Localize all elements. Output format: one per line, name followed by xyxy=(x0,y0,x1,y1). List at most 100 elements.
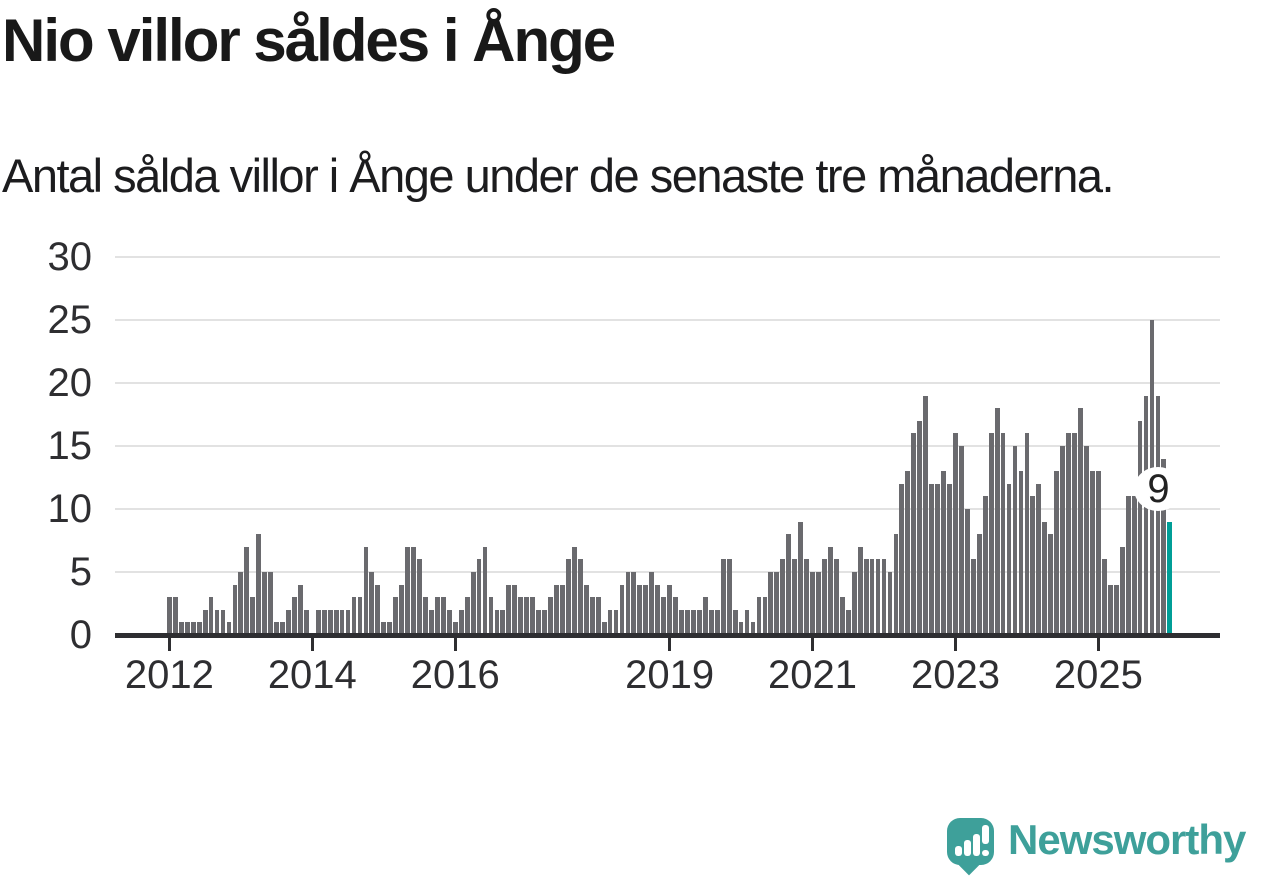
bar xyxy=(303,609,309,635)
bar xyxy=(792,559,798,635)
highlight-value-bubble xyxy=(1134,466,1183,511)
bar xyxy=(774,572,780,635)
gridline xyxy=(115,571,1220,573)
bar xyxy=(417,559,422,635)
bar xyxy=(935,483,940,635)
bar xyxy=(905,471,911,635)
bar xyxy=(226,622,232,635)
bar xyxy=(345,609,351,635)
bar xyxy=(947,483,952,635)
bar xyxy=(1143,395,1149,635)
bar xyxy=(530,597,536,635)
bar xyxy=(262,572,268,635)
bar xyxy=(405,546,410,635)
bar xyxy=(649,572,655,635)
bar xyxy=(274,622,279,635)
bar xyxy=(172,597,178,635)
bar xyxy=(506,584,512,635)
x-axis-tick xyxy=(167,637,171,651)
bar xyxy=(321,609,327,635)
bar xyxy=(982,496,988,635)
y-axis-label: 25 xyxy=(47,298,93,342)
bar xyxy=(667,584,673,635)
bar xyxy=(899,483,905,635)
bar xyxy=(732,609,738,635)
newsworthy-logo-icon xyxy=(947,818,994,876)
bar xyxy=(458,609,464,635)
bar xyxy=(411,546,416,635)
bar xyxy=(542,609,547,635)
bar xyxy=(232,584,238,635)
bar xyxy=(762,597,768,635)
bar xyxy=(565,559,571,635)
bar xyxy=(244,546,250,635)
x-axis-label: 2023 xyxy=(910,653,1000,697)
bar xyxy=(851,572,857,635)
x-axis-tick xyxy=(310,637,314,651)
bar xyxy=(280,622,285,635)
x-axis-line xyxy=(115,633,1220,638)
bar xyxy=(959,446,964,635)
bar xyxy=(1012,446,1018,635)
bar xyxy=(238,572,244,635)
bar xyxy=(202,609,208,635)
bar xyxy=(857,546,863,635)
bar xyxy=(393,597,399,635)
bar xyxy=(964,509,970,635)
bar xyxy=(911,433,917,635)
bar xyxy=(524,597,530,635)
bar xyxy=(381,622,387,635)
bar xyxy=(1036,483,1042,635)
bar xyxy=(196,622,202,635)
bar xyxy=(601,622,607,635)
bar xyxy=(1030,496,1036,635)
bar xyxy=(887,572,893,635)
bar xyxy=(720,559,726,635)
bar xyxy=(708,609,714,635)
bar xyxy=(512,584,518,635)
bar xyxy=(833,559,839,635)
bar xyxy=(691,609,696,635)
bar xyxy=(631,572,637,635)
bar xyxy=(494,609,500,635)
bar xyxy=(810,572,815,635)
bar xyxy=(292,597,297,635)
bar xyxy=(1060,446,1066,635)
bar xyxy=(941,471,946,635)
x-axis-tick xyxy=(1096,637,1100,651)
bar xyxy=(482,546,488,635)
bar xyxy=(1066,433,1071,635)
bar xyxy=(750,622,756,635)
bar xyxy=(399,584,405,635)
bar xyxy=(863,559,869,635)
bar xyxy=(953,433,958,635)
bar xyxy=(577,559,583,635)
bar xyxy=(554,584,559,635)
bar xyxy=(446,609,452,635)
bar xyxy=(351,597,357,635)
x-axis-tick xyxy=(953,637,957,651)
x-axis-label: 2025 xyxy=(1053,653,1143,697)
bar xyxy=(488,597,494,635)
gridline xyxy=(115,445,1220,447)
bar xyxy=(298,584,303,635)
bar xyxy=(994,408,1000,635)
bar xyxy=(595,597,601,635)
bar xyxy=(607,609,613,635)
bar xyxy=(1048,534,1054,635)
bar xyxy=(178,622,184,635)
bar xyxy=(500,609,506,635)
bar xyxy=(190,622,196,635)
bar xyxy=(423,597,428,635)
bar xyxy=(518,597,524,635)
bar xyxy=(1125,496,1131,635)
bar xyxy=(839,597,845,635)
bar xyxy=(476,559,482,635)
bar xyxy=(744,609,750,635)
bar xyxy=(875,559,881,635)
bar xyxy=(673,597,678,635)
bar xyxy=(536,609,541,635)
bar xyxy=(363,546,369,635)
gridline xyxy=(115,319,1220,321)
